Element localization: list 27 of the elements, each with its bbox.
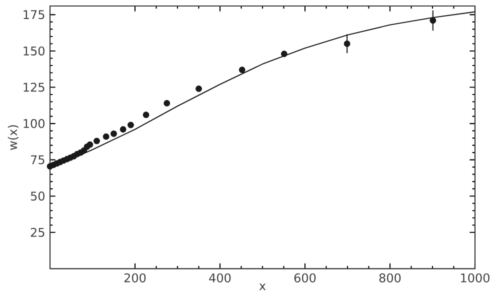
point	[142, 112, 150, 118]
x-tick-label: 200	[124, 274, 146, 283]
x-tick-label: 600	[294, 274, 316, 283]
x-axis-title: x	[259, 284, 266, 290]
point	[344, 40, 350, 48]
y-tick-label: 100	[24, 119, 44, 128]
y-tick-label: 125	[24, 82, 44, 92]
x-tick-label: 1000	[461, 274, 490, 283]
y-tick-label: 150	[24, 46, 44, 56]
point	[196, 86, 202, 92]
x-tick-label: 400	[209, 274, 231, 283]
x-tick-label: 800	[379, 274, 401, 283]
point	[120, 126, 126, 133]
point	[280, 50, 288, 58]
point	[94, 138, 100, 144]
point	[128, 122, 134, 128]
point	[110, 130, 117, 138]
y-tick-label: 175	[24, 10, 44, 20]
point	[102, 134, 110, 140]
point	[238, 66, 246, 74]
y-axis-title: w(x)	[8, 125, 19, 150]
point	[430, 17, 436, 24]
y-tick-label: 25	[30, 228, 44, 238]
point	[86, 142, 94, 148]
point	[164, 100, 170, 107]
y-tick-label: 75	[31, 156, 44, 164]
y-tick-label: 50	[30, 192, 44, 201]
